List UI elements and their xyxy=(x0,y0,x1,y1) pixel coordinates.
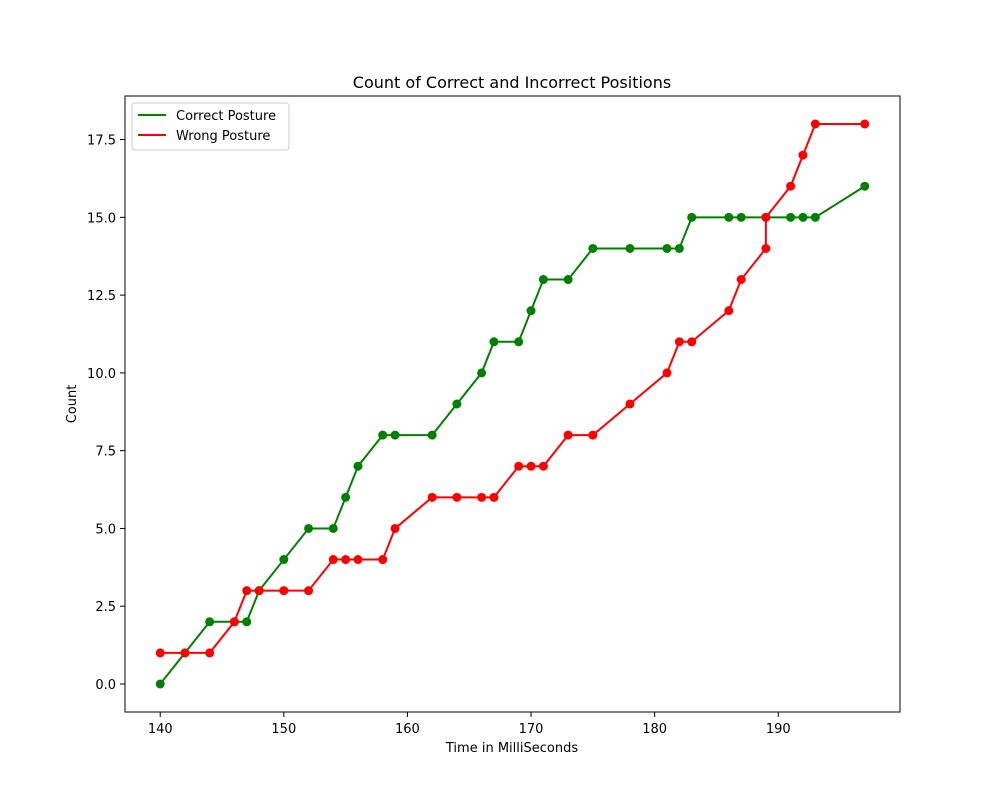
data-point-correct-posture xyxy=(526,306,536,316)
x-tick-label: 180 xyxy=(642,722,667,737)
data-point-wrong-posture xyxy=(229,617,239,627)
data-point-correct-posture xyxy=(452,399,462,409)
data-point-wrong-posture xyxy=(514,461,524,471)
data-point-wrong-posture xyxy=(341,555,351,565)
data-point-correct-posture xyxy=(353,461,363,471)
series-line-wrong-posture xyxy=(160,123,865,654)
data-point-correct-posture xyxy=(798,212,808,222)
data-point-wrong-posture xyxy=(625,399,635,409)
data-point-correct-posture xyxy=(563,275,573,285)
data-point-correct-posture xyxy=(810,212,820,222)
data-point-wrong-posture xyxy=(588,430,598,440)
data-point-correct-posture xyxy=(674,243,684,253)
y-tick-label: 15.0 xyxy=(87,211,116,226)
data-point-wrong-posture xyxy=(452,492,462,502)
data-point-wrong-posture xyxy=(353,555,363,565)
data-point-correct-posture xyxy=(662,243,672,253)
data-point-correct-posture xyxy=(860,181,870,191)
data-point-correct-posture xyxy=(341,492,351,502)
data-point-wrong-posture xyxy=(786,181,796,191)
y-tick-label: 0.0 xyxy=(95,678,116,693)
data-point-wrong-posture xyxy=(155,648,165,658)
data-point-correct-posture xyxy=(242,617,252,627)
legend-frame xyxy=(131,102,290,151)
chart-title: Count of Correct and Incorrect Positions xyxy=(353,73,671,92)
data-point-wrong-posture xyxy=(662,368,672,378)
y-tick-label: 12.5 xyxy=(87,289,116,304)
plot-area xyxy=(125,96,900,712)
series-layer xyxy=(155,119,870,689)
y-tick-label: 2.5 xyxy=(95,600,116,615)
data-point-correct-posture xyxy=(205,617,215,627)
data-point-wrong-posture xyxy=(205,648,215,658)
data-point-wrong-posture xyxy=(674,337,684,347)
data-point-wrong-posture xyxy=(761,243,771,253)
legend-label-correct-posture: Correct Posture xyxy=(176,109,276,124)
data-point-correct-posture xyxy=(736,212,746,222)
data-point-correct-posture xyxy=(155,679,165,689)
data-point-wrong-posture xyxy=(489,492,499,502)
data-point-correct-posture xyxy=(304,523,314,533)
data-point-wrong-posture xyxy=(254,586,264,596)
data-point-correct-posture xyxy=(588,243,598,253)
x-tick-label: 160 xyxy=(395,722,420,737)
data-point-correct-posture xyxy=(625,243,635,253)
y-tick-label: 10.0 xyxy=(87,367,116,382)
y-tick-label: 17.5 xyxy=(87,134,116,149)
data-point-wrong-posture xyxy=(761,212,771,222)
x-axis-ticks: 140 150 160 170 180 190 xyxy=(148,712,791,737)
x-tick-label: 150 xyxy=(271,722,296,737)
data-point-wrong-posture xyxy=(180,648,190,658)
y-tick-label: 5.0 xyxy=(95,522,116,537)
data-point-wrong-posture xyxy=(378,555,388,565)
data-point-correct-posture xyxy=(328,523,338,533)
data-point-wrong-posture xyxy=(798,150,808,160)
x-tick-label: 170 xyxy=(519,722,544,737)
legend: Correct Posture Wrong Posture xyxy=(131,102,290,151)
data-point-correct-posture xyxy=(477,368,487,378)
data-point-wrong-posture xyxy=(538,461,548,471)
x-axis-label: Time in MilliSeconds xyxy=(445,741,578,756)
y-axis-ticks: 0.0 2.5 5.0 7.5 10.0 12.5 15.0 17.5 xyxy=(87,134,125,693)
data-point-correct-posture xyxy=(538,275,548,285)
data-point-correct-posture xyxy=(279,555,289,565)
data-point-wrong-posture xyxy=(279,586,289,596)
series-wrong-posture xyxy=(155,119,870,658)
plot-frame xyxy=(124,95,901,713)
data-point-wrong-posture xyxy=(736,275,746,285)
data-point-correct-posture xyxy=(786,212,796,222)
data-point-wrong-posture xyxy=(477,492,487,502)
data-point-correct-posture xyxy=(378,430,388,440)
y-tick-label: 7.5 xyxy=(95,445,116,460)
data-point-correct-posture xyxy=(514,337,524,347)
data-point-wrong-posture xyxy=(563,430,573,440)
y-axis-label: Count xyxy=(65,385,80,424)
data-point-wrong-posture xyxy=(810,119,820,129)
data-point-wrong-posture xyxy=(427,492,437,502)
data-point-wrong-posture xyxy=(328,555,338,565)
x-tick-label: 140 xyxy=(148,722,173,737)
data-point-correct-posture xyxy=(489,337,499,347)
data-point-correct-posture xyxy=(390,430,400,440)
data-point-wrong-posture xyxy=(390,523,400,533)
data-point-correct-posture xyxy=(427,430,437,440)
x-tick-label: 190 xyxy=(766,722,791,737)
data-point-wrong-posture xyxy=(724,306,734,316)
data-point-wrong-posture xyxy=(242,586,252,596)
data-point-wrong-posture xyxy=(860,119,870,129)
data-point-correct-posture xyxy=(687,212,697,222)
data-point-wrong-posture xyxy=(304,586,314,596)
legend-label-wrong-posture: Wrong Posture xyxy=(176,129,270,144)
data-point-wrong-posture xyxy=(687,337,697,347)
data-point-correct-posture xyxy=(724,212,734,222)
data-point-wrong-posture xyxy=(526,461,536,471)
